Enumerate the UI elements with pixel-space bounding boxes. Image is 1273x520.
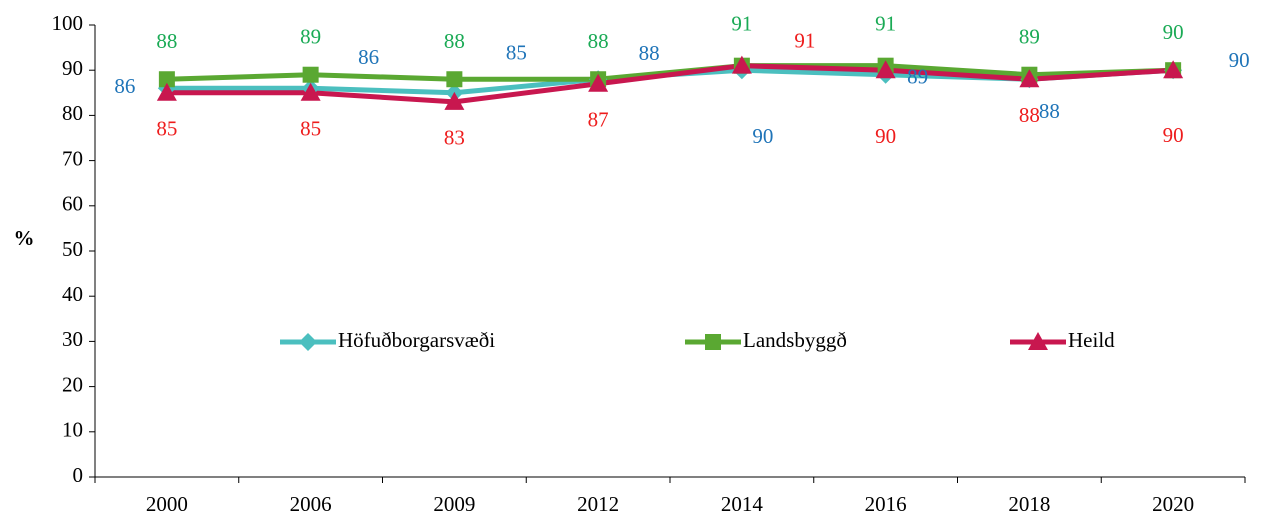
x-tick-label: 2014 [721, 492, 764, 516]
data-label: 88 [1039, 99, 1060, 123]
y-tick-label: 70 [62, 146, 83, 170]
point-marker [731, 55, 752, 74]
data-label: 90 [1229, 48, 1250, 72]
data-label: 85 [506, 41, 527, 65]
legend-marker [705, 334, 721, 350]
point-marker [158, 71, 175, 88]
data-label: 88 [444, 29, 465, 53]
point-marker [446, 71, 463, 88]
point-marker [588, 73, 609, 92]
data-label: 91 [794, 28, 815, 52]
point-marker [1019, 69, 1040, 88]
y-tick-label: 80 [62, 101, 83, 125]
data-label: 88 [156, 29, 177, 53]
data-label: 85 [156, 117, 177, 141]
data-label: 86 [114, 74, 135, 98]
legend-marker [299, 333, 317, 351]
data-label: 90 [752, 124, 773, 148]
y-tick-label: 100 [52, 11, 84, 35]
data-label: 91 [875, 11, 896, 35]
y-tick-label: 50 [62, 237, 83, 261]
legend-label: Heild [1068, 328, 1115, 352]
series-line [166, 63, 1174, 105]
data-label: 83 [444, 126, 465, 150]
point-marker [156, 82, 177, 101]
data-label: 90 [1163, 20, 1184, 44]
data-label: 85 [300, 117, 321, 141]
data-label: 86 [358, 45, 379, 69]
point-marker [444, 91, 465, 110]
x-tick-label: 2020 [1152, 492, 1194, 516]
data-label: 88 [1019, 103, 1040, 127]
x-tick-label: 2009 [433, 492, 475, 516]
x-tick-label: 2000 [146, 492, 188, 516]
y-axis-label: % [14, 226, 35, 250]
legend-label: Landsbyggð [743, 328, 847, 352]
legend-label: Höfuðborgarsvæði [338, 328, 495, 352]
data-label: 88 [639, 41, 660, 65]
x-tick-label: 2012 [577, 492, 619, 516]
point-marker [875, 60, 896, 79]
point-marker [302, 66, 319, 83]
data-label: 88 [588, 29, 609, 53]
y-tick-label: 0 [73, 463, 84, 487]
data-label: 91 [731, 11, 752, 35]
legend-marker [1028, 332, 1048, 350]
data-label: 89 [1019, 25, 1040, 49]
x-tick-label: 2006 [290, 492, 332, 516]
y-tick-label: 40 [62, 282, 83, 306]
point-marker [300, 82, 321, 101]
y-tick-label: 30 [62, 327, 83, 351]
y-tick-label: 60 [62, 192, 83, 216]
data-label: 89 [907, 65, 928, 89]
x-tick-label: 2018 [1008, 492, 1050, 516]
data-label: 89 [300, 25, 321, 49]
x-tick-label: 2016 [865, 492, 907, 516]
data-label: 90 [875, 124, 896, 148]
point-marker [1163, 60, 1184, 79]
data-label: 87 [588, 108, 609, 132]
y-tick-label: 10 [62, 418, 83, 442]
y-tick-label: 20 [62, 372, 83, 396]
data-label: 90 [1163, 123, 1184, 147]
y-tick-label: 90 [62, 56, 83, 80]
